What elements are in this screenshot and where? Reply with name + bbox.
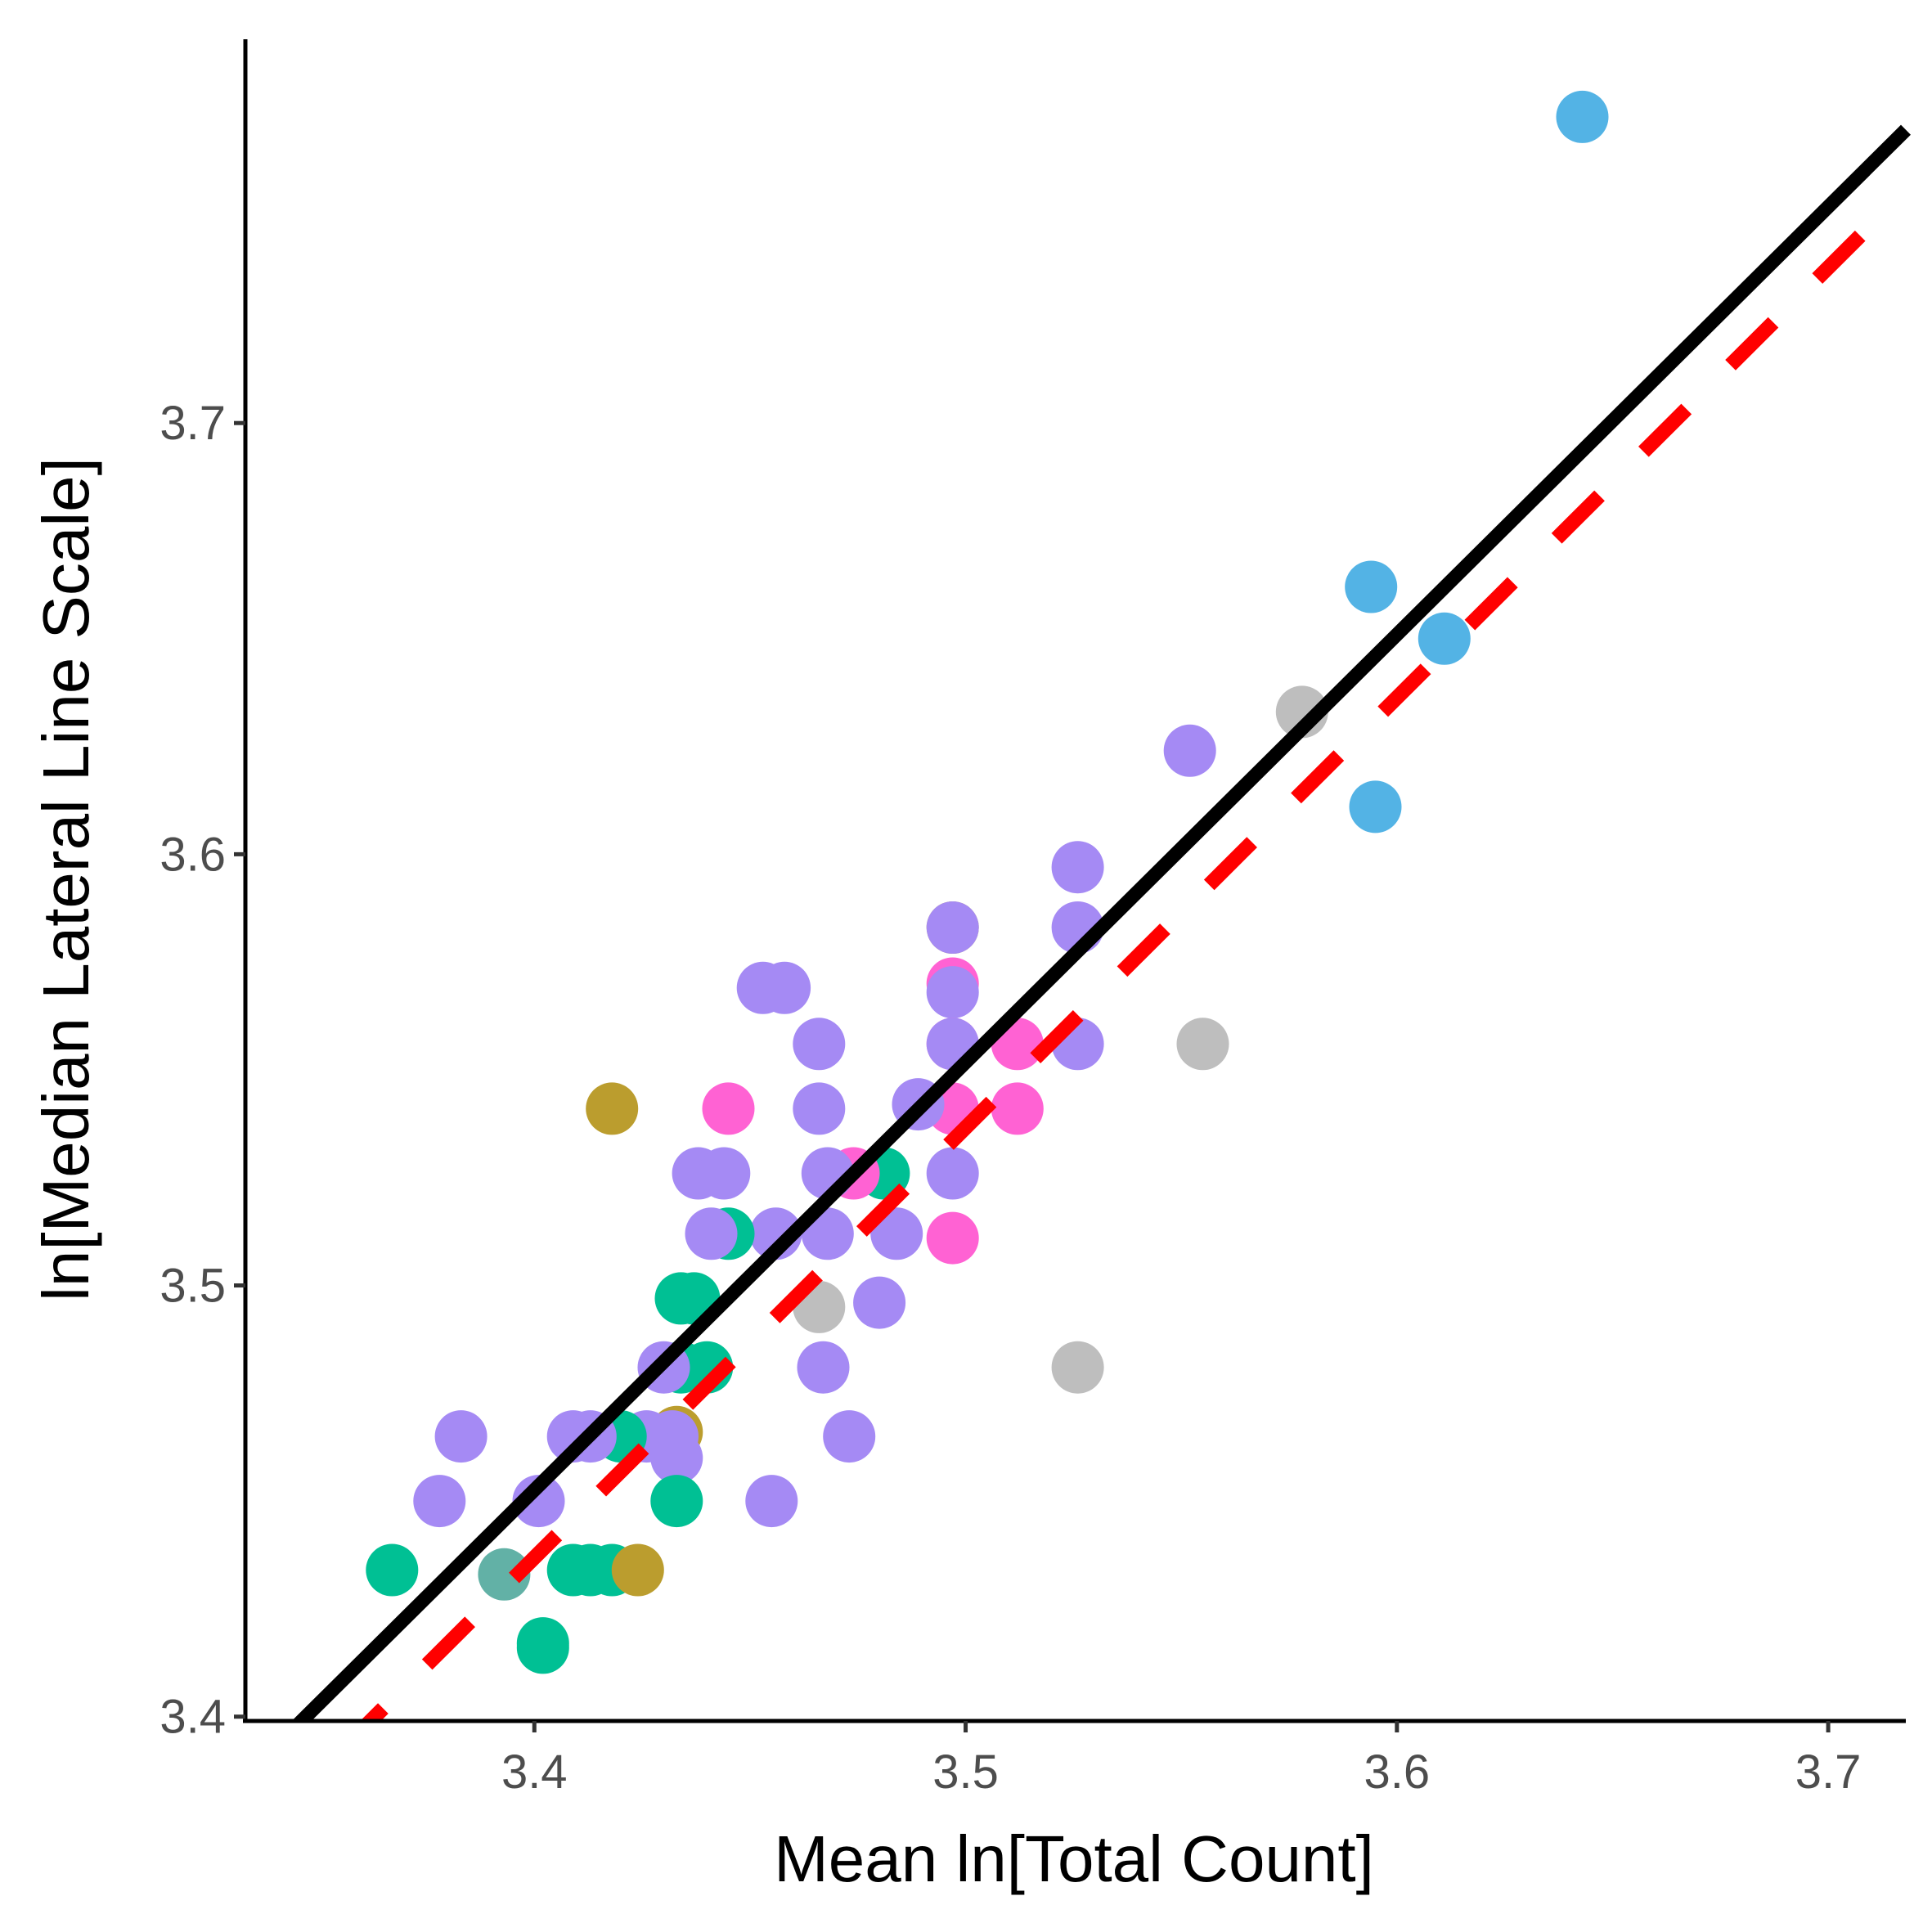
- data-point: [434, 1410, 487, 1463]
- data-point: [478, 1548, 531, 1601]
- data-point: [512, 1475, 565, 1528]
- data-point: [1349, 780, 1402, 833]
- data-point: [926, 1147, 979, 1200]
- data-point: [698, 1147, 751, 1200]
- points-layer: [366, 90, 1609, 1674]
- data-point: [586, 1082, 639, 1135]
- data-point: [702, 1082, 755, 1135]
- x-tick-label: 3.7: [1795, 1746, 1862, 1799]
- data-point: [1345, 560, 1398, 613]
- data-point: [1051, 841, 1104, 894]
- data-point: [413, 1475, 466, 1528]
- data-point: [823, 1410, 876, 1463]
- x-axis-title: Mean ln[Total Count]: [774, 1822, 1374, 1895]
- data-point: [758, 961, 811, 1014]
- y-tick-label: 3.7: [160, 397, 226, 450]
- data-point: [853, 1276, 906, 1329]
- data-point: [797, 1341, 850, 1394]
- data-point: [650, 1431, 703, 1485]
- data-point: [611, 1543, 664, 1597]
- y-ticks: 3.4 3.5 3.6 3.7: [160, 397, 245, 1744]
- data-point: [926, 901, 979, 954]
- data-point: [793, 1018, 846, 1071]
- data-point: [926, 1211, 979, 1265]
- data-point: [685, 1207, 738, 1260]
- data-point: [991, 1082, 1044, 1135]
- data-point: [870, 1207, 923, 1260]
- y-tick-label: 3.6: [160, 828, 226, 881]
- x-ticks: 3.4 3.5 3.6 3.7: [501, 1721, 1861, 1799]
- data-point: [1163, 724, 1216, 777]
- data-point: [793, 1082, 846, 1135]
- data-point: [1176, 1018, 1229, 1071]
- x-tick-label: 3.6: [1364, 1746, 1430, 1799]
- data-point: [1418, 612, 1471, 665]
- y-axis-title: ln[Median Lateral Line Scale]: [29, 457, 102, 1301]
- data-point: [926, 966, 979, 1019]
- data-point: [1556, 90, 1609, 143]
- solid-fit-line: [292, 124, 1911, 1721]
- data-point: [745, 1475, 798, 1528]
- data-point: [516, 1621, 569, 1674]
- data-point: [366, 1543, 419, 1597]
- data-point: [1051, 1341, 1104, 1394]
- y-tick-label: 3.4: [160, 1691, 226, 1744]
- y-tick-label: 3.5: [160, 1260, 226, 1313]
- data-point: [650, 1475, 703, 1528]
- fit-lines-layer: [292, 124, 1911, 1721]
- dashed-reference-line: [360, 210, 1885, 1721]
- x-tick-label: 3.4: [501, 1746, 568, 1799]
- x-tick-label: 3.5: [932, 1746, 999, 1799]
